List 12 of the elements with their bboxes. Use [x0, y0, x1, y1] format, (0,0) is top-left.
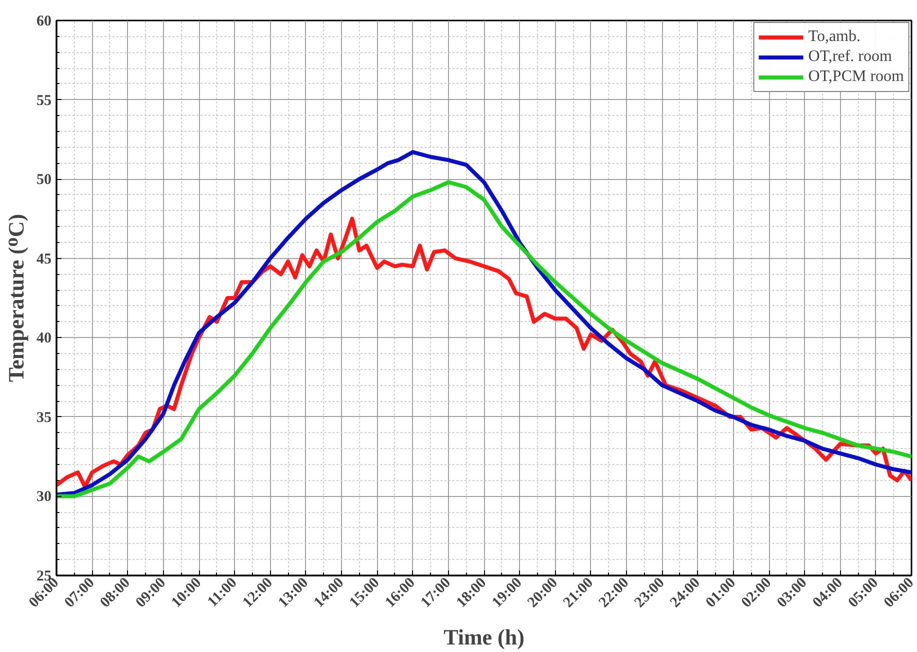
legend-label: OT,ref. room: [808, 48, 892, 66]
legend-label: To,amb.: [808, 28, 860, 46]
legend-label: OT,PCM room: [808, 68, 904, 86]
y-tick-label: 55: [36, 92, 52, 109]
y-tick-label: 45: [36, 251, 52, 268]
y-tick-label: 60: [36, 14, 52, 30]
y-tick-label: 30: [36, 489, 52, 506]
y-tick-label: 40: [36, 330, 52, 347]
y-axis-title: Temperature (ᴼC): [4, 214, 28, 382]
x-axis-title: Time (h): [444, 624, 524, 650]
y-tick-label: 35: [36, 410, 52, 426]
y-tick-label: 50: [36, 172, 52, 188]
